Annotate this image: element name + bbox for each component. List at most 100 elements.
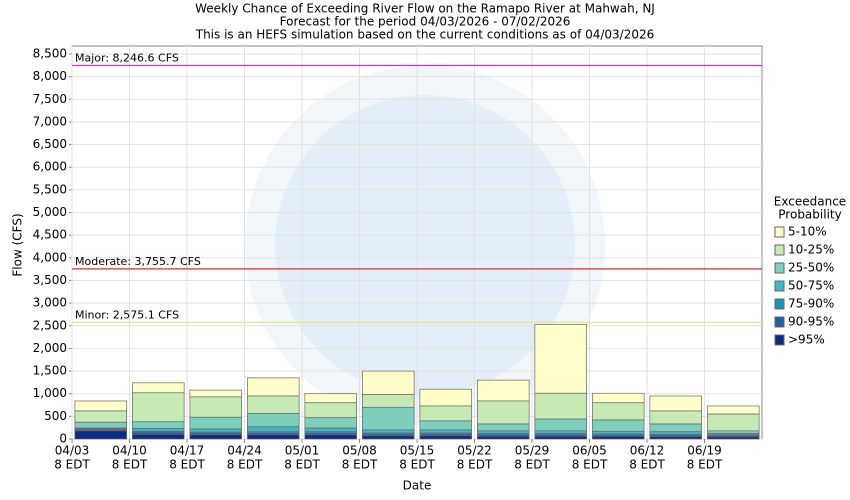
bar-segment: [592, 430, 645, 435]
bar-segment: [132, 421, 185, 429]
x-tick-label: 06/05: [572, 444, 607, 458]
legend-swatch: [774, 334, 785, 346]
bar-segment: [74, 421, 127, 429]
bar-segment: [74, 400, 127, 412]
bar-segment: [304, 417, 357, 429]
x-tick-label: 8 EDT: [514, 458, 550, 472]
bar-segment: [304, 434, 357, 440]
y-tick-label: 4,500: [33, 228, 67, 242]
bar-segment: [707, 413, 760, 432]
legend-label: 5-10%: [788, 225, 827, 239]
x-tick-label: 05/01: [285, 444, 320, 458]
threshold-label: Major: 8,246.6 CFS: [75, 51, 179, 64]
legend-swatch: [774, 226, 785, 238]
legend-label: >95%: [788, 333, 825, 347]
x-axis-label: Date: [403, 479, 432, 493]
bar-segment: [534, 430, 587, 434]
bar-segment: [132, 434, 185, 440]
bar-segment: [649, 431, 702, 435]
y-tick-label: 2,000: [33, 341, 67, 355]
y-axis-label: Flow (CFS): [11, 213, 25, 276]
bar-segment: [189, 389, 242, 398]
bar-segment: [247, 434, 300, 440]
bar-segment: [534, 392, 587, 420]
x-tick-label: 8 EDT: [169, 458, 205, 472]
x-tick-label: 04/10: [112, 444, 147, 458]
bar-segment: [419, 435, 472, 440]
bar-segment: [362, 406, 415, 431]
bar-segment: [534, 324, 587, 394]
x-tick-label: 8 EDT: [457, 458, 493, 472]
x-tick-label: 05/15: [400, 444, 435, 458]
bar-segment: [592, 392, 645, 404]
bar-segment: [707, 405, 760, 415]
y-tick-label: 8,000: [33, 69, 67, 83]
y-tick-label: 3,000: [33, 296, 67, 310]
y-tick-label: 7,500: [33, 92, 67, 106]
bar-segment: [362, 394, 415, 408]
threshold-label: Moderate: 3,755.7 CFS: [75, 255, 201, 268]
y-tick-label: 4,000: [33, 250, 67, 264]
x-tick-label: 04/24: [227, 444, 262, 458]
bar-segment: [362, 370, 415, 395]
x-tick-label: 8 EDT: [284, 458, 320, 472]
bar-segment: [534, 418, 587, 432]
bar-segment: [304, 402, 357, 419]
y-tick-label: 3,500: [33, 273, 67, 287]
bar-segment: [477, 400, 530, 425]
bar-segment: [419, 388, 472, 407]
bar-segment: [649, 423, 702, 433]
title-line: Forecast for the period 04/03/2026 - 07/…: [280, 15, 571, 29]
legend-label: 50-75%: [788, 279, 834, 293]
bar-segment: [592, 419, 645, 432]
bar-segment: [362, 429, 415, 434]
legend-label: 75-90%: [788, 297, 834, 311]
y-tick-label: 5,500: [33, 182, 67, 196]
x-tick-label: 8 EDT: [54, 458, 90, 472]
y-tick-label: 5,000: [33, 205, 67, 219]
x-tick-label: 8 EDT: [629, 458, 665, 472]
x-tick-label: 04/03: [55, 444, 90, 458]
bar-segment: [189, 396, 242, 418]
x-tick-label: 05/22: [457, 444, 492, 458]
x-tick-label: 05/08: [342, 444, 377, 458]
bar-segment: [649, 436, 702, 440]
y-tick-label: 0: [59, 432, 67, 446]
x-tick-label: 8 EDT: [112, 458, 148, 472]
y-tick-label: 6,000: [33, 160, 67, 174]
y-tick-label: 7,000: [33, 114, 67, 128]
bar-segment: [247, 377, 300, 397]
watermark-inner: [275, 95, 575, 395]
bar-segment: [247, 426, 300, 433]
legend-label: 25-50%: [788, 261, 834, 275]
legend-swatch: [774, 262, 785, 274]
bar-segment: [247, 395, 300, 414]
bar-segment: [649, 410, 702, 425]
bar-segment: [189, 416, 242, 430]
x-tick-label: 8 EDT: [687, 458, 723, 472]
bar-segment: [534, 435, 587, 440]
bar-segment: [189, 428, 242, 433]
x-tick-label: 05/29: [515, 444, 550, 458]
bar-segment: [132, 392, 185, 423]
bar-segment: [477, 430, 530, 434]
title-line: This is an HEFS simulation based on the …: [195, 28, 655, 42]
bar-segment: [592, 402, 645, 421]
title-line: Weekly Chance of Exceeding River Flow on…: [195, 2, 655, 16]
y-tick-label: 1,000: [33, 386, 67, 400]
legend-title: Exceedance: [774, 195, 846, 209]
bar-segment: [132, 428, 185, 432]
bar-segment: [362, 435, 415, 440]
legend-swatch: [774, 244, 785, 256]
bar-segment: [707, 436, 760, 440]
x-tick-label: 04/17: [170, 444, 205, 458]
bar-segment: [247, 413, 300, 428]
bar-segment: [477, 423, 530, 432]
legend-title: Probability: [778, 208, 841, 222]
y-tick-label: 8,500: [33, 47, 67, 61]
legend-swatch: [774, 298, 785, 310]
x-tick-label: 8 EDT: [342, 458, 378, 472]
bar-segment: [419, 420, 472, 431]
legend-swatch: [774, 316, 785, 328]
